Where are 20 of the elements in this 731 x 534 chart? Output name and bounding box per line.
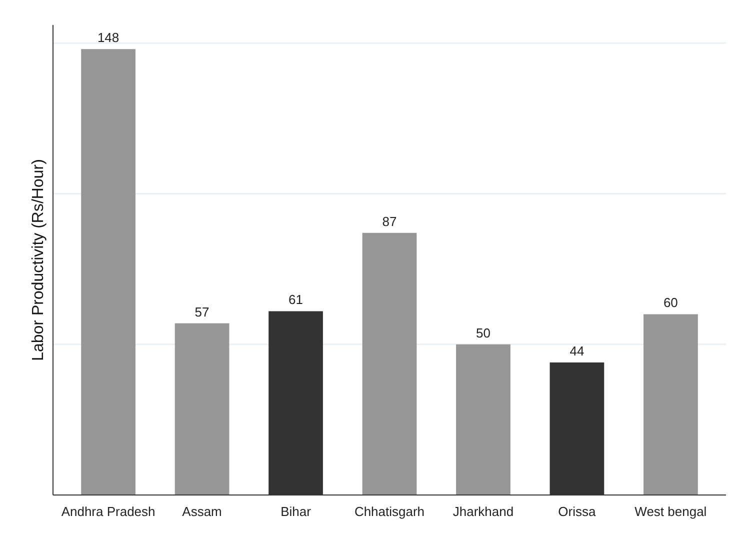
- data-label: 61: [288, 292, 303, 308]
- x-tick-label: Assam: [182, 504, 222, 519]
- data-label: 148: [97, 30, 120, 46]
- data-label: 50: [476, 325, 490, 340]
- x-tick-label: Orissa: [558, 504, 597, 519]
- data-label: 87: [382, 214, 397, 229]
- x-tick-label: Jharkhand: [452, 504, 514, 519]
- bar: [644, 314, 698, 495]
- x-tick-label: Bihar: [280, 504, 312, 519]
- data-label: 44: [570, 343, 584, 358]
- data-label: 57: [194, 304, 210, 320]
- bar: [456, 344, 510, 495]
- x-tick-label: West bengal: [634, 504, 707, 519]
- x-tick-label: Andhra Pradesh: [61, 504, 156, 519]
- bar: [174, 323, 230, 495]
- y-axis-title: Labor Productivity (Rs/Hour): [30, 159, 47, 361]
- bar: [362, 232, 417, 495]
- bar: [81, 49, 136, 495]
- data-label: 60: [663, 295, 678, 310]
- x-tick-label: Chhatisgarh: [354, 504, 425, 519]
